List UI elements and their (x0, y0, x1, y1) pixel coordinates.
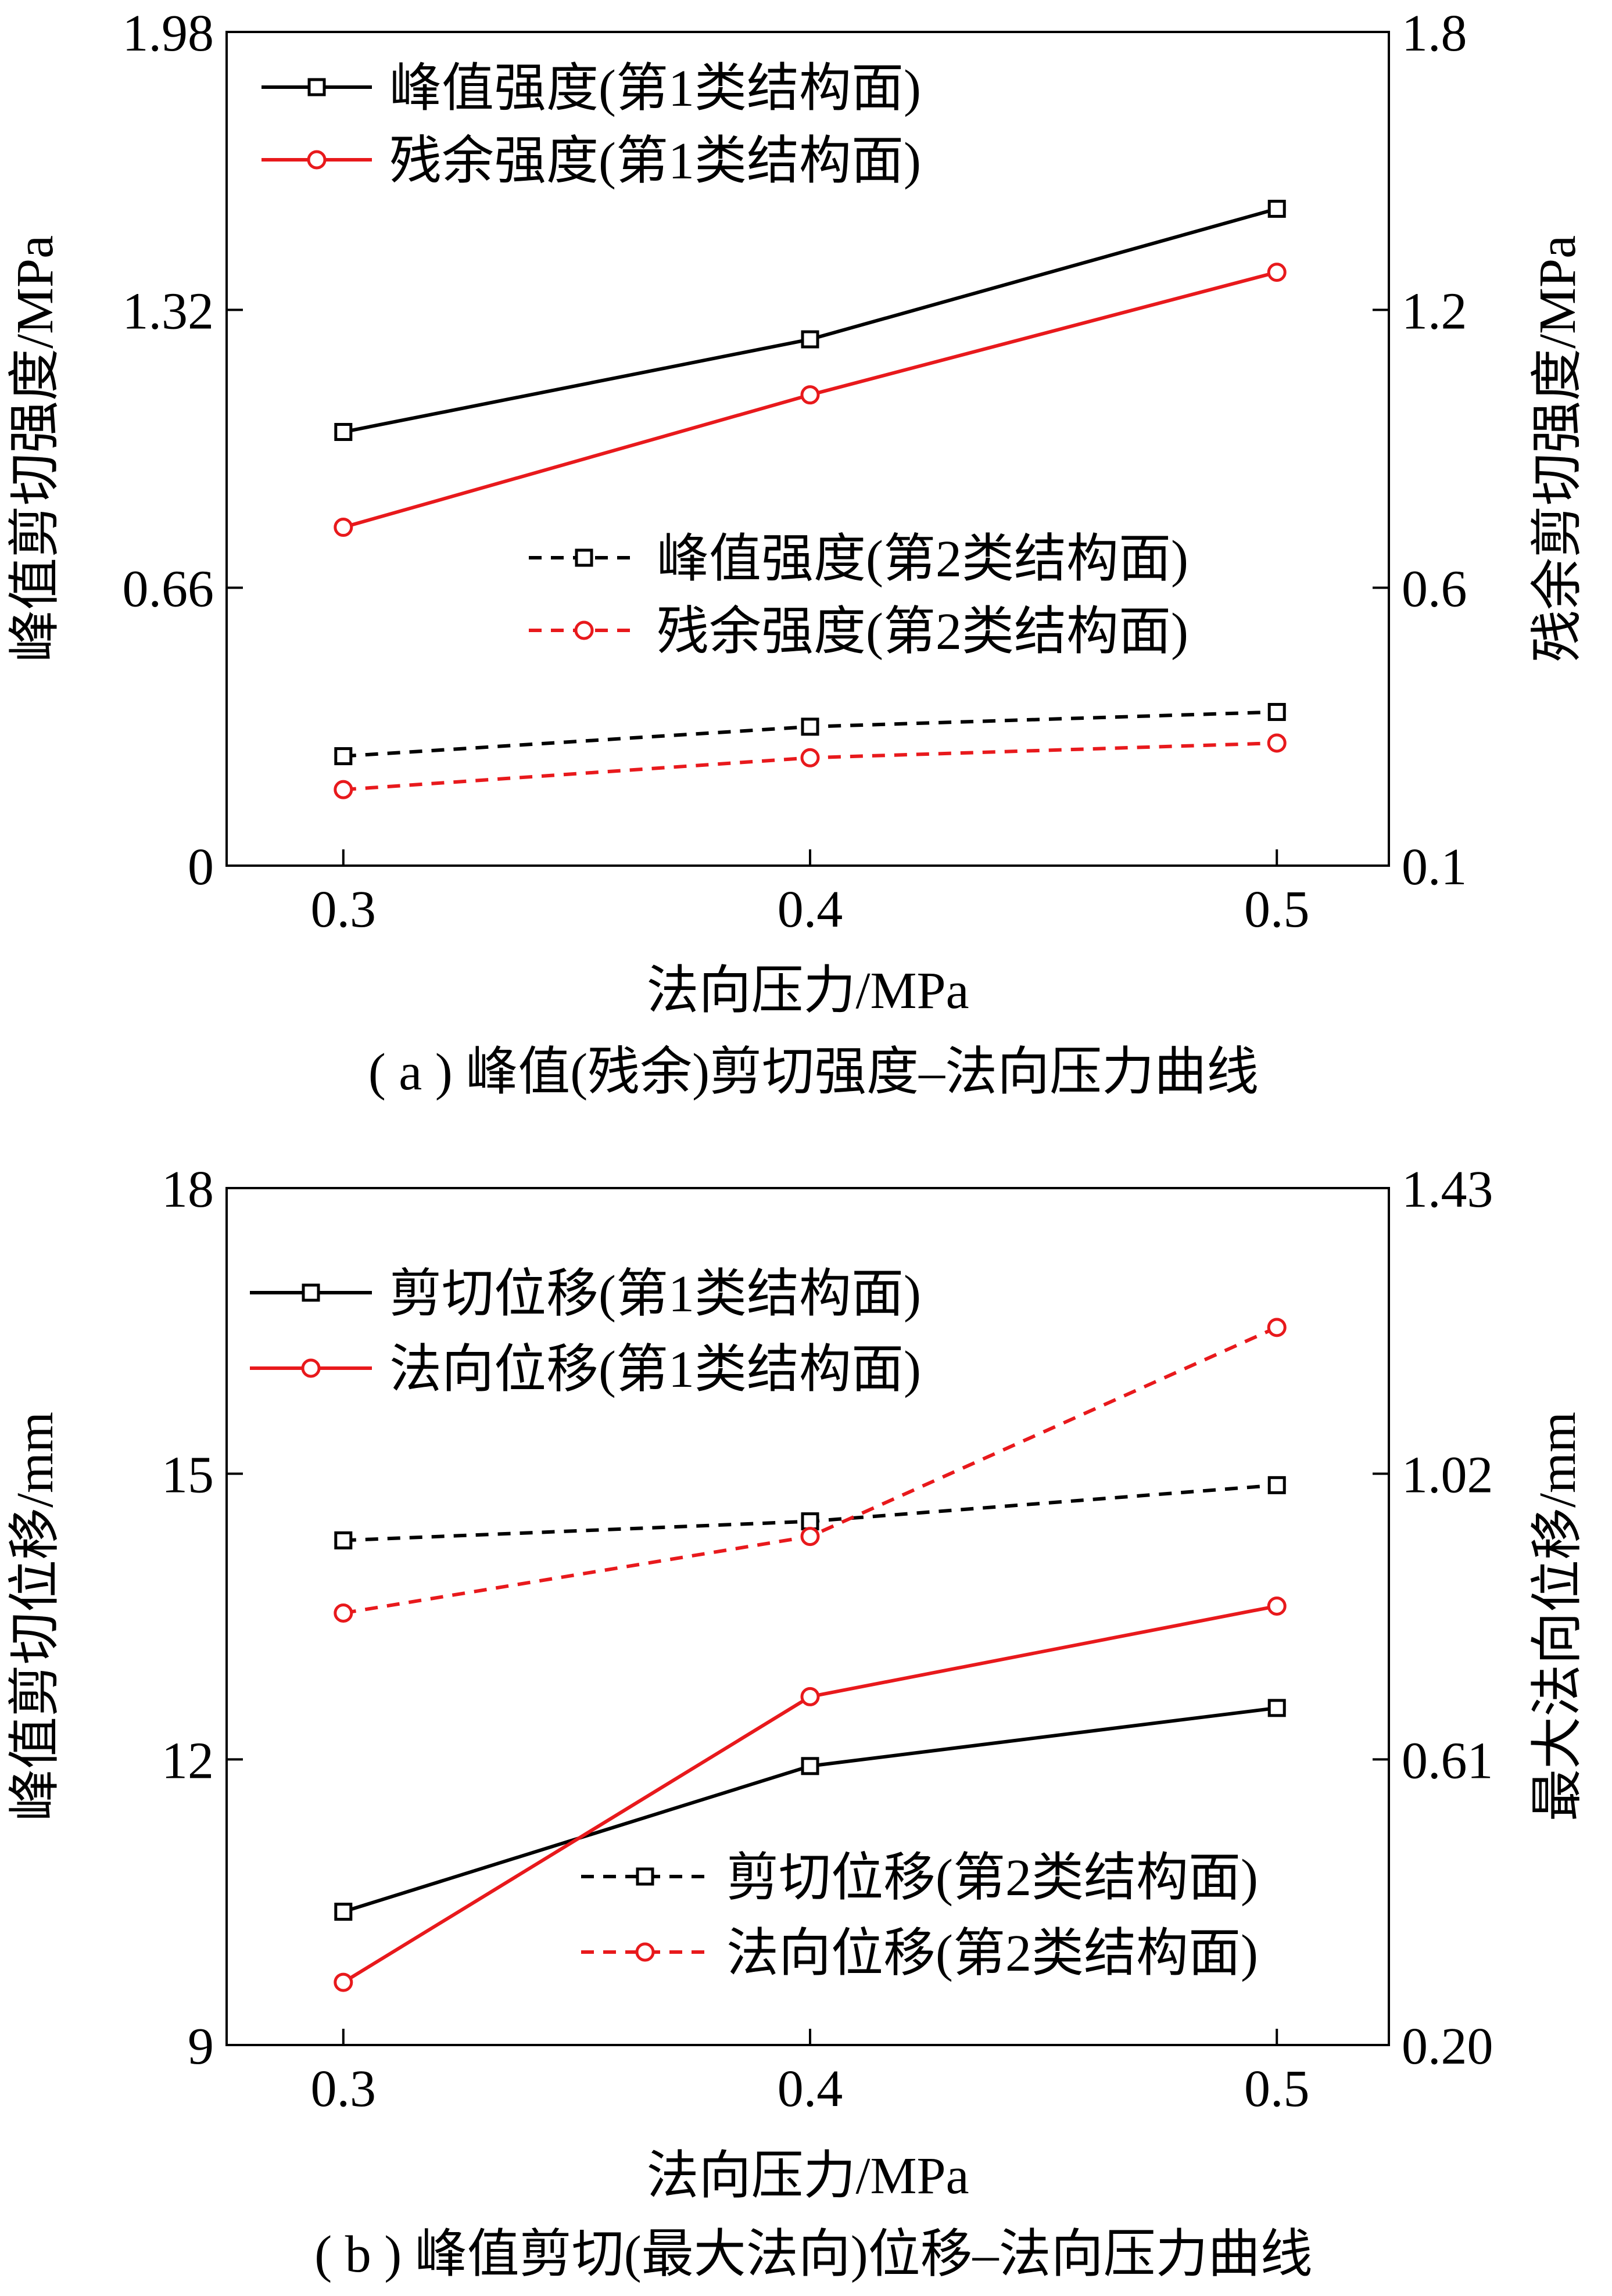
data-point-a-1 (800, 385, 820, 405)
y-left-tick-label-b: 18 (162, 1161, 214, 1218)
data-point-b-1 (800, 1687, 820, 1706)
data-point-a-0 (334, 423, 353, 442)
plot-frame-b (225, 1187, 1390, 2046)
legend-marker-b (636, 1867, 654, 1886)
data-point-a-0 (1267, 199, 1286, 218)
y-right-tick-label-a: 0.6 (1402, 561, 1467, 618)
y-left-tick-label-a: 1.32 (123, 282, 214, 340)
data-point-a-1 (1267, 263, 1287, 282)
chart-panel-b: 0.3 0.4 0.5 9 12 15 18 0.20 0.61 1.02 1.43 峰值剪切位移/m… (6, 1161, 1586, 2283)
x-tick-label-a: 0.4 (778, 881, 843, 938)
y-left-tick-label-a: 1.98 (123, 5, 214, 62)
y-right-tick-label-b: 1.43 (1402, 1161, 1493, 1218)
legend-marker-b (635, 1942, 655, 1962)
data-point-b-3 (1267, 1318, 1287, 1337)
data-point-b-1 (334, 1972, 353, 1992)
x-tick-label-b: 0.5 (1244, 2060, 1310, 2118)
plot-frame-a (225, 31, 1390, 867)
legend-label-a: 残余强度(第2类结构面) (657, 603, 1188, 661)
x-axis-label-a: 法向压力/MPa (646, 962, 969, 1020)
legend-label-a: 峰值强度(第2类结构面) (657, 530, 1188, 588)
data-point-b-0 (334, 1903, 353, 1921)
legend-marker-a (574, 620, 594, 640)
data-point-a-1 (334, 518, 353, 537)
figure-caption-b: ( b ) 峰值剪切(最大法向)位移–法向压力曲线 (314, 2226, 1312, 2283)
data-point-a-0 (801, 330, 819, 349)
data-point-b-3 (800, 1527, 820, 1547)
data-point-b-1 (1267, 1597, 1287, 1616)
data-point-a-2 (801, 718, 819, 736)
data-point-b-2 (1267, 1476, 1286, 1494)
figure-caption-a: ( a ) 峰值(残余)剪切强度–法向压力曲线 (368, 1043, 1259, 1101)
y-right-axis-label-a: 残余剪切强度/MPa (1529, 235, 1586, 662)
y-right-axis-label-b: 最大法向位移/mm (1529, 1412, 1586, 1821)
x-tick-label-b: 0.3 (311, 2060, 377, 2118)
y-right-tick-label-b: 1.02 (1402, 1447, 1493, 1504)
legend-label-a: 峰值强度(第1类结构面) (389, 60, 921, 117)
y-left-tick-label-b: 12 (162, 1732, 214, 1789)
data-point-a-3 (1267, 733, 1287, 753)
y-left-axis-label-b: 峰值剪切位移/mm (6, 1412, 64, 1821)
legend-marker-b (301, 1358, 321, 1378)
y-left-tick-label-a: 0 (188, 838, 214, 896)
data-point-a-3 (334, 780, 353, 799)
legend-label-b: 法向位移(第2类结构面) (726, 1925, 1258, 1982)
data-point-b-2 (801, 1512, 819, 1531)
data-point-b-2 (334, 1531, 353, 1549)
y-right-tick-label-b: 0.20 (1402, 2018, 1493, 2075)
data-point-b-0 (801, 1757, 819, 1775)
y-right-tick-label-a: 0.1 (1402, 838, 1467, 896)
y-right-tick-label-b: 0.61 (1402, 1732, 1493, 1789)
data-point-b-0 (1267, 1699, 1286, 1717)
data-point-a-3 (800, 748, 820, 767)
y-right-tick-label-a: 1.8 (1402, 5, 1467, 62)
legend-marker-a (575, 548, 593, 567)
x-tick-label-b: 0.4 (778, 2060, 843, 2118)
legend-label-b: 法向位移(第1类结构面) (389, 1341, 921, 1398)
y-left-tick-label-a: 0.66 (123, 561, 214, 618)
data-point-b-3 (334, 1603, 353, 1623)
x-tick-label-a: 0.3 (311, 881, 377, 938)
legend-marker-b (302, 1283, 320, 1302)
x-axis-label-b: 法向压力/MPa (646, 2147, 969, 2205)
y-left-axis-label-a: 峰值剪切强度/MPa (6, 235, 64, 662)
legend-marker-a (307, 150, 327, 170)
y-left-tick-label-b: 9 (188, 2018, 214, 2075)
legend-label-b: 剪切位移(第1类结构面) (389, 1265, 921, 1323)
data-point-a-2 (334, 747, 353, 766)
x-tick-label-a: 0.5 (1244, 881, 1310, 938)
legend-label-a: 残余强度(第1类结构面) (389, 132, 921, 190)
legend-label-b: 剪切位移(第2类结构面) (726, 1849, 1258, 1907)
y-right-tick-label-a: 1.2 (1402, 282, 1467, 340)
legend-marker-a (307, 78, 326, 96)
chart-panel-a: 0.3 0.4 0.5 0 0.66 1.32 1.98 0.1 0.6 1.2 1.8 峰值剪切强度… (6, 5, 1586, 1101)
y-left-tick-label-b: 15 (162, 1447, 214, 1504)
data-point-a-2 (1267, 702, 1286, 721)
